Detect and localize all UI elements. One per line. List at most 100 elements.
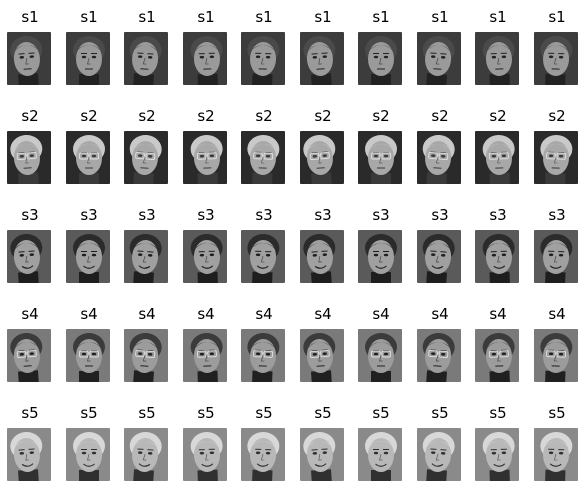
face-image xyxy=(66,32,110,85)
face-image xyxy=(475,32,519,85)
face-image xyxy=(241,428,285,481)
subject-label: s3 xyxy=(21,206,39,224)
subject-label: s3 xyxy=(197,206,215,224)
face-image xyxy=(358,230,402,283)
face-image xyxy=(417,329,461,382)
subject-label: s4 xyxy=(372,305,390,323)
subject-label: s5 xyxy=(431,404,449,422)
face-image xyxy=(183,32,227,85)
subject-label: s1 xyxy=(314,8,332,26)
face-image xyxy=(66,329,110,382)
face-image xyxy=(534,131,578,184)
subject-label: s3 xyxy=(255,206,273,224)
face-image xyxy=(183,230,227,283)
face-image xyxy=(66,428,110,481)
face-image xyxy=(124,329,168,382)
subject-label: s1 xyxy=(21,8,39,26)
subject-label: s1 xyxy=(489,8,507,26)
subject-label: s1 xyxy=(80,8,98,26)
subject-label: s2 xyxy=(372,107,390,125)
subject-label: s4 xyxy=(138,305,156,323)
subject-label: s5 xyxy=(489,404,507,422)
face-image xyxy=(300,131,344,184)
face-image xyxy=(7,428,51,481)
subject-label: s2 xyxy=(314,107,332,125)
face-image xyxy=(475,329,519,382)
subject-label: s5 xyxy=(548,404,566,422)
subject-label: s4 xyxy=(431,305,449,323)
face-image xyxy=(417,131,461,184)
subject-label: s5 xyxy=(197,404,215,422)
face-image xyxy=(66,131,110,184)
face-image xyxy=(124,428,168,481)
subject-label: s1 xyxy=(548,8,566,26)
face-image xyxy=(475,230,519,283)
face-image xyxy=(241,230,285,283)
face-image xyxy=(475,131,519,184)
subject-label: s2 xyxy=(431,107,449,125)
subject-label: s5 xyxy=(80,404,98,422)
subject-label: s3 xyxy=(548,206,566,224)
subject-label: s3 xyxy=(314,206,332,224)
subject-label: s4 xyxy=(255,305,273,323)
face-image xyxy=(124,131,168,184)
subject-label: s3 xyxy=(489,206,507,224)
subject-label: s4 xyxy=(489,305,507,323)
face-image xyxy=(358,131,402,184)
subject-label: s1 xyxy=(138,8,156,26)
face-image xyxy=(475,428,519,481)
subject-label: s5 xyxy=(138,404,156,422)
subject-label: s1 xyxy=(431,8,449,26)
face-image xyxy=(241,32,285,85)
subject-label: s4 xyxy=(197,305,215,323)
face-image xyxy=(534,428,578,481)
face-image xyxy=(300,230,344,283)
subject-label: s1 xyxy=(372,8,390,26)
subject-label: s3 xyxy=(80,206,98,224)
subject-label: s2 xyxy=(80,107,98,125)
face-image xyxy=(241,329,285,382)
subject-label: s1 xyxy=(197,8,215,26)
subject-label: s3 xyxy=(138,206,156,224)
face-image xyxy=(534,230,578,283)
face-image xyxy=(7,329,51,382)
subject-label: s2 xyxy=(255,107,273,125)
subject-label: s2 xyxy=(138,107,156,125)
face-image xyxy=(358,428,402,481)
face-image xyxy=(124,32,168,85)
face-image xyxy=(7,32,51,85)
face-image xyxy=(300,32,344,85)
face-image xyxy=(66,230,110,283)
face-image xyxy=(183,428,227,481)
face-image xyxy=(7,230,51,283)
subject-label: s4 xyxy=(21,305,39,323)
subject-label: s5 xyxy=(21,404,39,422)
subject-label: s4 xyxy=(314,305,332,323)
subject-label: s2 xyxy=(548,107,566,125)
subject-label: s2 xyxy=(197,107,215,125)
face-image xyxy=(183,329,227,382)
face-image xyxy=(534,329,578,382)
face-image xyxy=(358,329,402,382)
subject-label: s5 xyxy=(372,404,390,422)
face-image xyxy=(183,131,227,184)
face-image xyxy=(534,32,578,85)
face-image xyxy=(300,428,344,481)
subject-label: s5 xyxy=(255,404,273,422)
subject-label: s4 xyxy=(80,305,98,323)
face-image xyxy=(358,32,402,85)
subject-label: s1 xyxy=(255,8,273,26)
face-image xyxy=(124,230,168,283)
face-image xyxy=(417,230,461,283)
subject-label: s3 xyxy=(372,206,390,224)
face-image xyxy=(7,131,51,184)
face-image xyxy=(417,428,461,481)
face-image xyxy=(241,131,285,184)
face-image xyxy=(300,329,344,382)
subject-label: s5 xyxy=(314,404,332,422)
subject-label: s2 xyxy=(489,107,507,125)
subject-label: s3 xyxy=(431,206,449,224)
face-image xyxy=(417,32,461,85)
subject-label: s2 xyxy=(21,107,39,125)
